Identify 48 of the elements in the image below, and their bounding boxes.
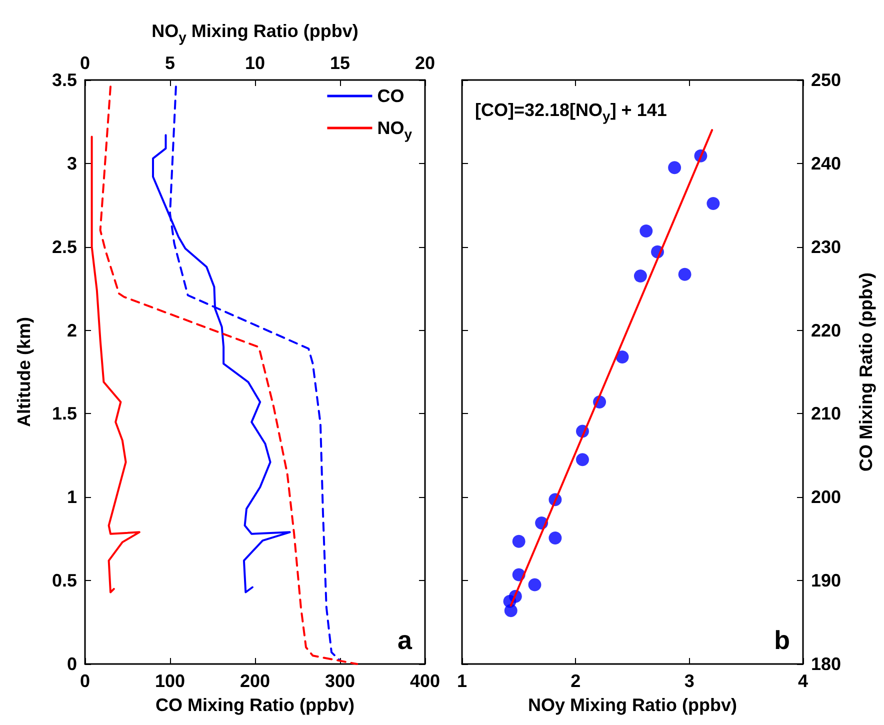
x-tick-label: 1 — [456, 671, 468, 691]
y-tick-label: 3.5 — [52, 70, 77, 90]
point — [504, 604, 518, 618]
y2-tick-label: 220 — [811, 320, 842, 340]
point — [528, 578, 542, 592]
y2-tick-label: 240 — [811, 153, 842, 174]
y-tick-label: 1 — [66, 487, 77, 508]
y2-tick-label: 210 — [811, 404, 842, 424]
x2-tick-label: 20 — [414, 53, 436, 73]
x-tick-label: 4 — [798, 671, 808, 691]
x-tick-label: 300 — [324, 671, 356, 691]
annotation: a — [398, 625, 413, 655]
x-axis-title: CO Mixing Ratio (ppbv) — [156, 695, 354, 715]
point — [548, 532, 562, 545]
point — [512, 534, 526, 548]
x2-tick-label: 5 — [164, 53, 176, 73]
y-axis-title: Altitude (km) — [14, 317, 34, 427]
point — [634, 270, 647, 283]
point — [678, 268, 692, 281]
x-tick-label: 2 — [570, 671, 581, 691]
x-axis-title: NOy Mixing Ratio (ppbv) — [528, 695, 737, 715]
annotation: b — [774, 625, 790, 655]
y2-tick-label: 180 — [811, 654, 842, 674]
y-tick-label: 0 — [66, 654, 77, 674]
y2-tick-label: 250 — [811, 70, 842, 90]
x2-tick-label: 0 — [80, 53, 90, 73]
point — [668, 161, 682, 174]
y2-tick-label: 190 — [811, 570, 842, 591]
legend-label: CO — [377, 86, 404, 106]
point — [706, 196, 720, 210]
y2-tick-label: 230 — [811, 236, 842, 257]
x-tick-label: 400 — [410, 671, 440, 691]
x-tick-label: 3 — [684, 671, 694, 691]
x-tick-label: 200 — [240, 671, 270, 691]
y2-tick-label: 200 — [811, 487, 842, 508]
point — [640, 224, 653, 238]
y2-axis-title: CO Mixing Ratio (ppbv) — [856, 272, 876, 472]
x2-tick-label: 15 — [330, 53, 350, 73]
x-tick-label: 0 — [80, 671, 90, 691]
point — [576, 453, 589, 466]
point — [616, 350, 629, 364]
y-tick-label: 2.5 — [52, 236, 77, 257]
x2-tick-label: 10 — [244, 53, 266, 73]
y-tick-label: 0.5 — [52, 570, 77, 591]
y-tick-label: 3 — [66, 153, 77, 174]
y-tick-label: 2 — [66, 320, 77, 340]
x-tick-label: 100 — [154, 671, 186, 691]
y-tick-label: 1.5 — [52, 404, 77, 424]
